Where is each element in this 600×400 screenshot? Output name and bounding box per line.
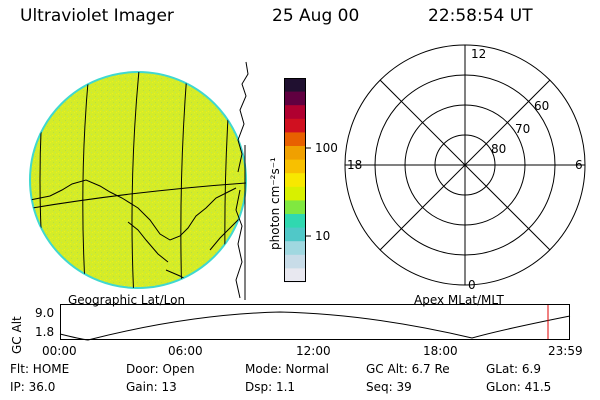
x-tick-0000: 00:00 (42, 344, 77, 358)
geographic-caption: Geographic Lat/Lon (68, 293, 186, 307)
altitude-y-bottom: 1.8 (35, 325, 55, 339)
colorbar-band (284, 186, 306, 201)
colorbar-band (284, 91, 306, 106)
colorbar-band (284, 118, 306, 133)
colorbar-band (284, 200, 306, 215)
mlt-0-label: 0 (468, 278, 476, 292)
colorbar-unit-label: photon cm⁻²s⁻¹ (268, 157, 282, 250)
status-glon: GLon: 41.5 (486, 380, 552, 394)
x-tick-0600: 06:00 (168, 344, 203, 358)
header-date: 25 Aug 00 (272, 6, 360, 26)
x-tick-1200: 12:00 (296, 344, 331, 358)
colorbar-band (284, 268, 306, 283)
status-ip: IP: 36.0 (10, 380, 56, 394)
colorbar-tick-10: 10 (315, 229, 331, 243)
altitude-ylabel: GC Alt (10, 316, 24, 354)
mlt-18-label: 18 (347, 158, 362, 172)
colorbar-band (284, 241, 306, 256)
instrument-title: Ultraviolet Imager (20, 6, 174, 26)
status-flt: Flt: HOME (10, 362, 70, 376)
status-gc-alt: GC Alt: 6.7 Re (366, 362, 450, 376)
colorbar-band (284, 146, 306, 161)
mlt-12-label: 12 (471, 47, 486, 61)
status-glat: GLat: 6.9 (486, 362, 541, 376)
colorbar-tick-100: 100 (315, 141, 338, 155)
colorbar-band (284, 254, 306, 269)
status-dsp: Dsp: 1.1 (245, 380, 296, 394)
status-mode: Mode: Normal (245, 362, 329, 376)
apex-caption: Apex MLat/MLT (414, 293, 504, 307)
colorbar-band (284, 159, 306, 174)
x-tick-1800: 18:00 (423, 344, 458, 358)
status-door: Door: Open (126, 362, 195, 376)
colorbar-band (284, 227, 306, 242)
mlat-60-label: 60 (534, 99, 549, 113)
mlat-80-label: 80 (491, 142, 506, 156)
colorbar-frame (284, 78, 306, 282)
colorbar-band (284, 214, 306, 229)
altitude-plot (59, 304, 571, 341)
disk-limb (29, 71, 247, 289)
mlat-70-label: 70 (515, 122, 530, 136)
colorbar-band (284, 132, 306, 147)
uv-image-disk (29, 61, 249, 300)
colorbar-band (284, 78, 306, 93)
polar-plot: 12 18 6 0 60 70 80 (344, 44, 586, 292)
x-tick-2359: 23:59 (548, 344, 583, 358)
status-gain: Gain: 13 (126, 380, 177, 394)
status-seq: Seq: 39 (366, 380, 412, 394)
mlt-6-label: 6 (575, 158, 583, 172)
colorbar-band (284, 173, 306, 188)
altitude-y-top: 9.0 (35, 306, 55, 320)
header-time: 22:58:54 UT (428, 6, 533, 26)
colorbar (284, 78, 311, 283)
colorbar-band (284, 105, 306, 120)
